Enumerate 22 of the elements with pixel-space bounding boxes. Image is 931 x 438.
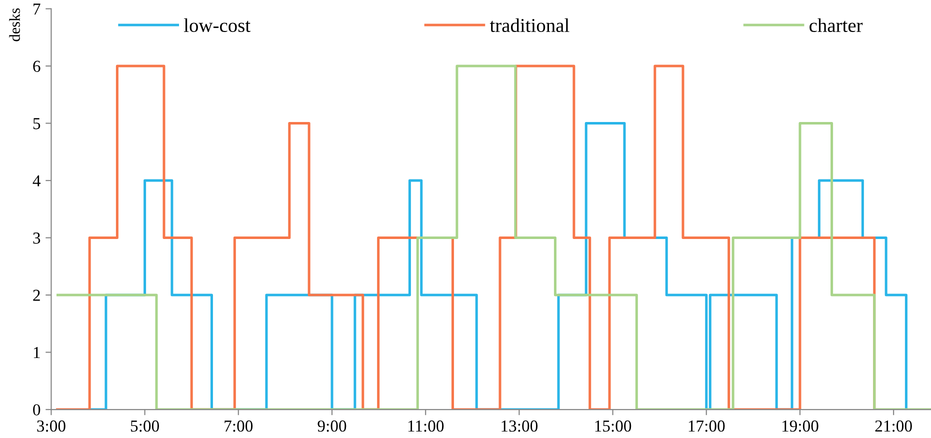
y-axis-title: desks <box>9 8 20 42</box>
y-tick-label: 4 <box>32 175 41 186</box>
x-tick-label: 21:00 <box>875 420 912 432</box>
x-tick-label: 7:00 <box>224 420 253 432</box>
legend-label: traditional <box>490 18 570 32</box>
x-tick-label: 3:00 <box>37 420 66 432</box>
y-tick-label: 1 <box>34 347 40 358</box>
x-tick-label: 5:00 <box>130 420 159 432</box>
y-tick-label: 0 <box>33 404 40 416</box>
x-tick-label: 9:00 <box>318 420 346 432</box>
y-tick-label: 2 <box>33 290 40 301</box>
x-tick-label: 19:00 <box>782 420 818 432</box>
legend-label: low-cost <box>184 18 250 32</box>
y-tick-label: 5 <box>33 118 40 130</box>
legend-label: charter <box>810 18 863 32</box>
y-tick-label: 6 <box>33 60 40 72</box>
x-tick-label: 17:00 <box>688 420 725 432</box>
x-tick-label: 11:00 <box>408 420 444 432</box>
x-tick-label: 13:00 <box>502 420 538 432</box>
y-tick-label: 3 <box>33 232 40 244</box>
x-tick-label: 15:00 <box>595 420 632 432</box>
y-tick-label: 7 <box>34 4 40 15</box>
